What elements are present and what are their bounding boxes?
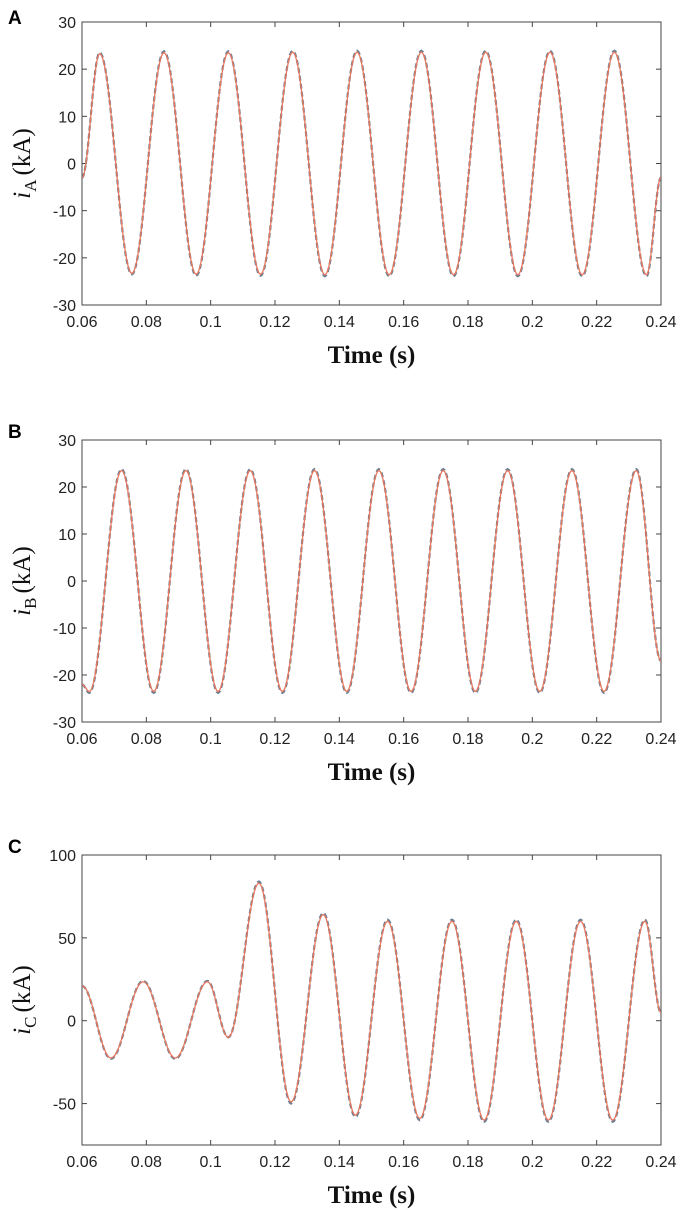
y-tick-label: 10 (58, 109, 76, 126)
y-tick-label: -10 (53, 204, 76, 221)
x-tick-label: 0.24 (645, 731, 676, 748)
x-tick-label: 0.18 (452, 1154, 483, 1171)
y-axis-subscript: A (21, 179, 40, 192)
y-tick-label: 30 (58, 433, 76, 450)
y-tick-label: 100 (49, 848, 76, 865)
x-tick-label: 0.08 (131, 1154, 162, 1171)
y-tick-label: 0 (67, 1014, 76, 1031)
x-tick-label: 0.1 (200, 314, 222, 331)
y-axis-unit: (kA) (9, 546, 36, 593)
x-tick-label: 0.2 (521, 1154, 543, 1171)
x-tick-label: 0.2 (521, 314, 543, 331)
y-axis-label: iC (kA) (9, 965, 40, 1035)
x-tick-label: 0.16 (388, 731, 419, 748)
y-tick-label: 0 (67, 574, 76, 591)
x-tick-label: 0.22 (581, 314, 612, 331)
y-tick-label: -50 (53, 1097, 76, 1114)
x-axis-label: Time (s) (328, 342, 416, 369)
y-tick-label: -30 (53, 298, 76, 315)
y-tick-label: -20 (53, 251, 76, 268)
y-tick-label: 0 (67, 157, 76, 174)
x-tick-label: 0.12 (259, 314, 290, 331)
y-axis-variable: i (9, 609, 36, 616)
plot-frame (81, 854, 662, 1146)
y-tick-label: 50 (58, 931, 76, 948)
x-tick-label: 0.22 (581, 1154, 612, 1171)
y-tick-label: -10 (53, 621, 76, 638)
y-axis-subscript: C (21, 1016, 40, 1027)
x-tick-label: 0.14 (324, 1154, 355, 1171)
series-line-solid (82, 882, 661, 1121)
x-tick-label: 0.14 (324, 731, 355, 748)
y-tick-label: 10 (58, 527, 76, 544)
y-axis-label: iB (kA) (9, 546, 40, 616)
x-axis-label: Time (s) (328, 1182, 416, 1209)
y-axis-unit: (kA) (9, 128, 36, 175)
x-tick-label: 0.14 (324, 314, 355, 331)
y-tick-label: 20 (58, 62, 76, 79)
x-tick-label: 0.16 (388, 1154, 419, 1171)
x-tick-label: 0.24 (645, 314, 676, 331)
y-axis-variable: i (9, 1028, 36, 1035)
y-tick-label: 30 (58, 15, 76, 32)
x-tick-label: 0.06 (66, 1154, 97, 1171)
x-tick-label: 0.12 (259, 1154, 290, 1171)
x-tick-label: 0.06 (66, 314, 97, 331)
panel-label: C (8, 837, 22, 858)
x-tick-label: 0.08 (131, 731, 162, 748)
x-tick-label: 0.2 (521, 731, 543, 748)
y-axis-label: iA (kA) (9, 128, 40, 198)
x-tick-label: 0.1 (200, 731, 222, 748)
x-tick-label: 0.08 (131, 314, 162, 331)
chart-panel-c: C 0.06 0.08 0.1 0.12 0.14 0.16 0.18 0.2 0.22 0.24 -… (8, 837, 677, 1209)
series-line-solid (82, 469, 661, 693)
x-tick-label: 0.18 (452, 314, 483, 331)
x-tick-label: 0.18 (452, 731, 483, 748)
x-tick-label: 0.24 (645, 1154, 676, 1171)
y-axis-unit: (kA) (9, 965, 36, 1012)
x-axis-label: Time (s) (328, 759, 416, 786)
chart-panel-a: A 0.06 0.08 0.1 0.12 0.14 0.16 0.18 0.2 0.22 0.24 -… (8, 8, 677, 369)
y-tick-label: 20 (58, 480, 76, 497)
y-axis-variable: i (9, 192, 36, 199)
chart-panel-b: B 0.06 0.08 0.1 0.12 0.14 0.16 0.18 0.2 0.22 0.24 -… (8, 422, 677, 786)
y-tick-label: -30 (53, 715, 76, 732)
series-line-dashed (82, 880, 661, 1124)
x-tick-label: 0.06 (66, 731, 97, 748)
x-tick-label: 0.16 (388, 314, 419, 331)
y-tick-label: -20 (53, 668, 76, 685)
panel-label: B (8, 422, 22, 443)
x-tick-label: 0.22 (581, 731, 612, 748)
x-tick-label: 0.1 (200, 1154, 222, 1171)
x-tick-label: 0.12 (259, 731, 290, 748)
series-line-solid (82, 51, 661, 276)
panel-label: A (8, 8, 22, 29)
y-axis-subscript: B (21, 597, 40, 608)
